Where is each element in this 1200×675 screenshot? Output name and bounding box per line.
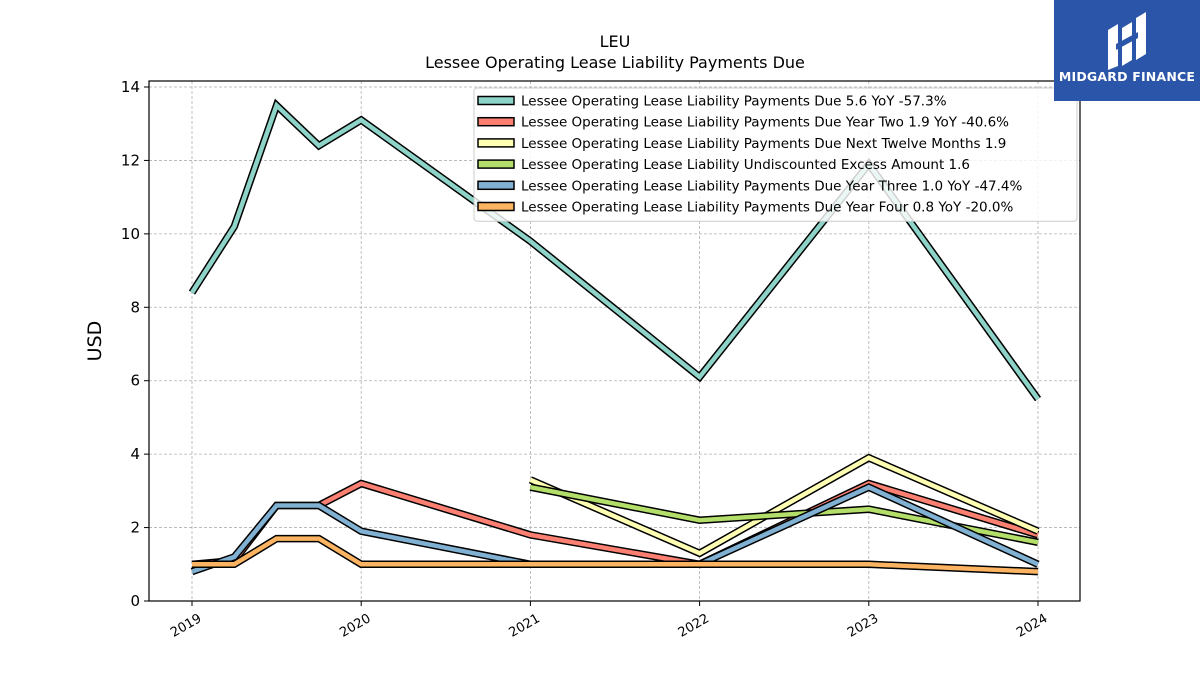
series-lines <box>188 98 1042 576</box>
x-tick-label: 2020 <box>337 611 373 641</box>
legend-label: Lessee Operating Lease Liability Payment… <box>521 136 1006 152</box>
series-line-3 <box>528 453 1040 558</box>
chart-subtitle: Lessee Operating Lease Liability Payment… <box>425 53 805 72</box>
y-tick-label: 0 <box>130 592 140 610</box>
legend-label: Lessee Operating Lease Liability Payment… <box>521 178 1023 194</box>
brand-name: MIDGARD FINANCE <box>1058 69 1196 84</box>
series-line-2 <box>191 479 1040 569</box>
y-tick-label: 12 <box>121 151 140 169</box>
series-line-5 <box>190 483 1040 576</box>
series-line-1 <box>188 98 1042 402</box>
legend-label: Lessee Operating Lease Liability Payment… <box>521 115 1009 131</box>
x-tick-label: 2024 <box>1014 611 1050 641</box>
x-tick-label: 2019 <box>168 611 204 641</box>
series-line-stroke <box>529 455 1039 556</box>
series-line-6 <box>192 534 1039 576</box>
x-tick-label: 2023 <box>845 611 881 641</box>
y-tick-label: 6 <box>130 372 140 390</box>
y-tick-label: 4 <box>130 445 140 463</box>
y-tick-label: 14 <box>121 78 140 96</box>
legend: Lessee Operating Lease Liability Payment… <box>473 87 1078 222</box>
x-axis: 2019 2020 2021 2022 2023 2024 <box>168 601 1050 641</box>
y-tick-label: 10 <box>121 225 140 243</box>
series-line-stroke <box>191 484 1039 574</box>
x-tick-label: 2022 <box>676 611 712 641</box>
x-tick-label: 2021 <box>507 611 543 641</box>
y-tick-label: 8 <box>130 298 140 316</box>
legend-swatch <box>477 116 515 127</box>
legend-swatch <box>477 180 515 191</box>
legend-swatch <box>477 95 515 106</box>
y-tick-label: 2 <box>130 519 140 537</box>
legend-label: Lessee Operating Lease Liability Undisco… <box>521 157 970 173</box>
plot-frame <box>148 80 1081 602</box>
series-line-stroke <box>190 101 1040 401</box>
legend-swatch <box>477 201 515 212</box>
brand-logo: MIDGARD FINANCE <box>1054 0 1200 101</box>
chart-title: LEU <box>600 32 631 51</box>
legend-label: Lessee Operating Lease Liability Payment… <box>521 94 947 110</box>
legend-label: Lessee Operating Lease Liability Payment… <box>521 200 1014 216</box>
y-axis: 0 2 4 6 8 10 12 14 <box>121 78 149 610</box>
series-line-stroke <box>192 536 1039 574</box>
legend-box <box>473 87 1078 222</box>
y-axis-label: USD <box>84 321 106 362</box>
legend-swatch <box>477 159 515 169</box>
legend-swatch <box>477 138 515 148</box>
midgard-logo-icon <box>1108 12 1146 70</box>
